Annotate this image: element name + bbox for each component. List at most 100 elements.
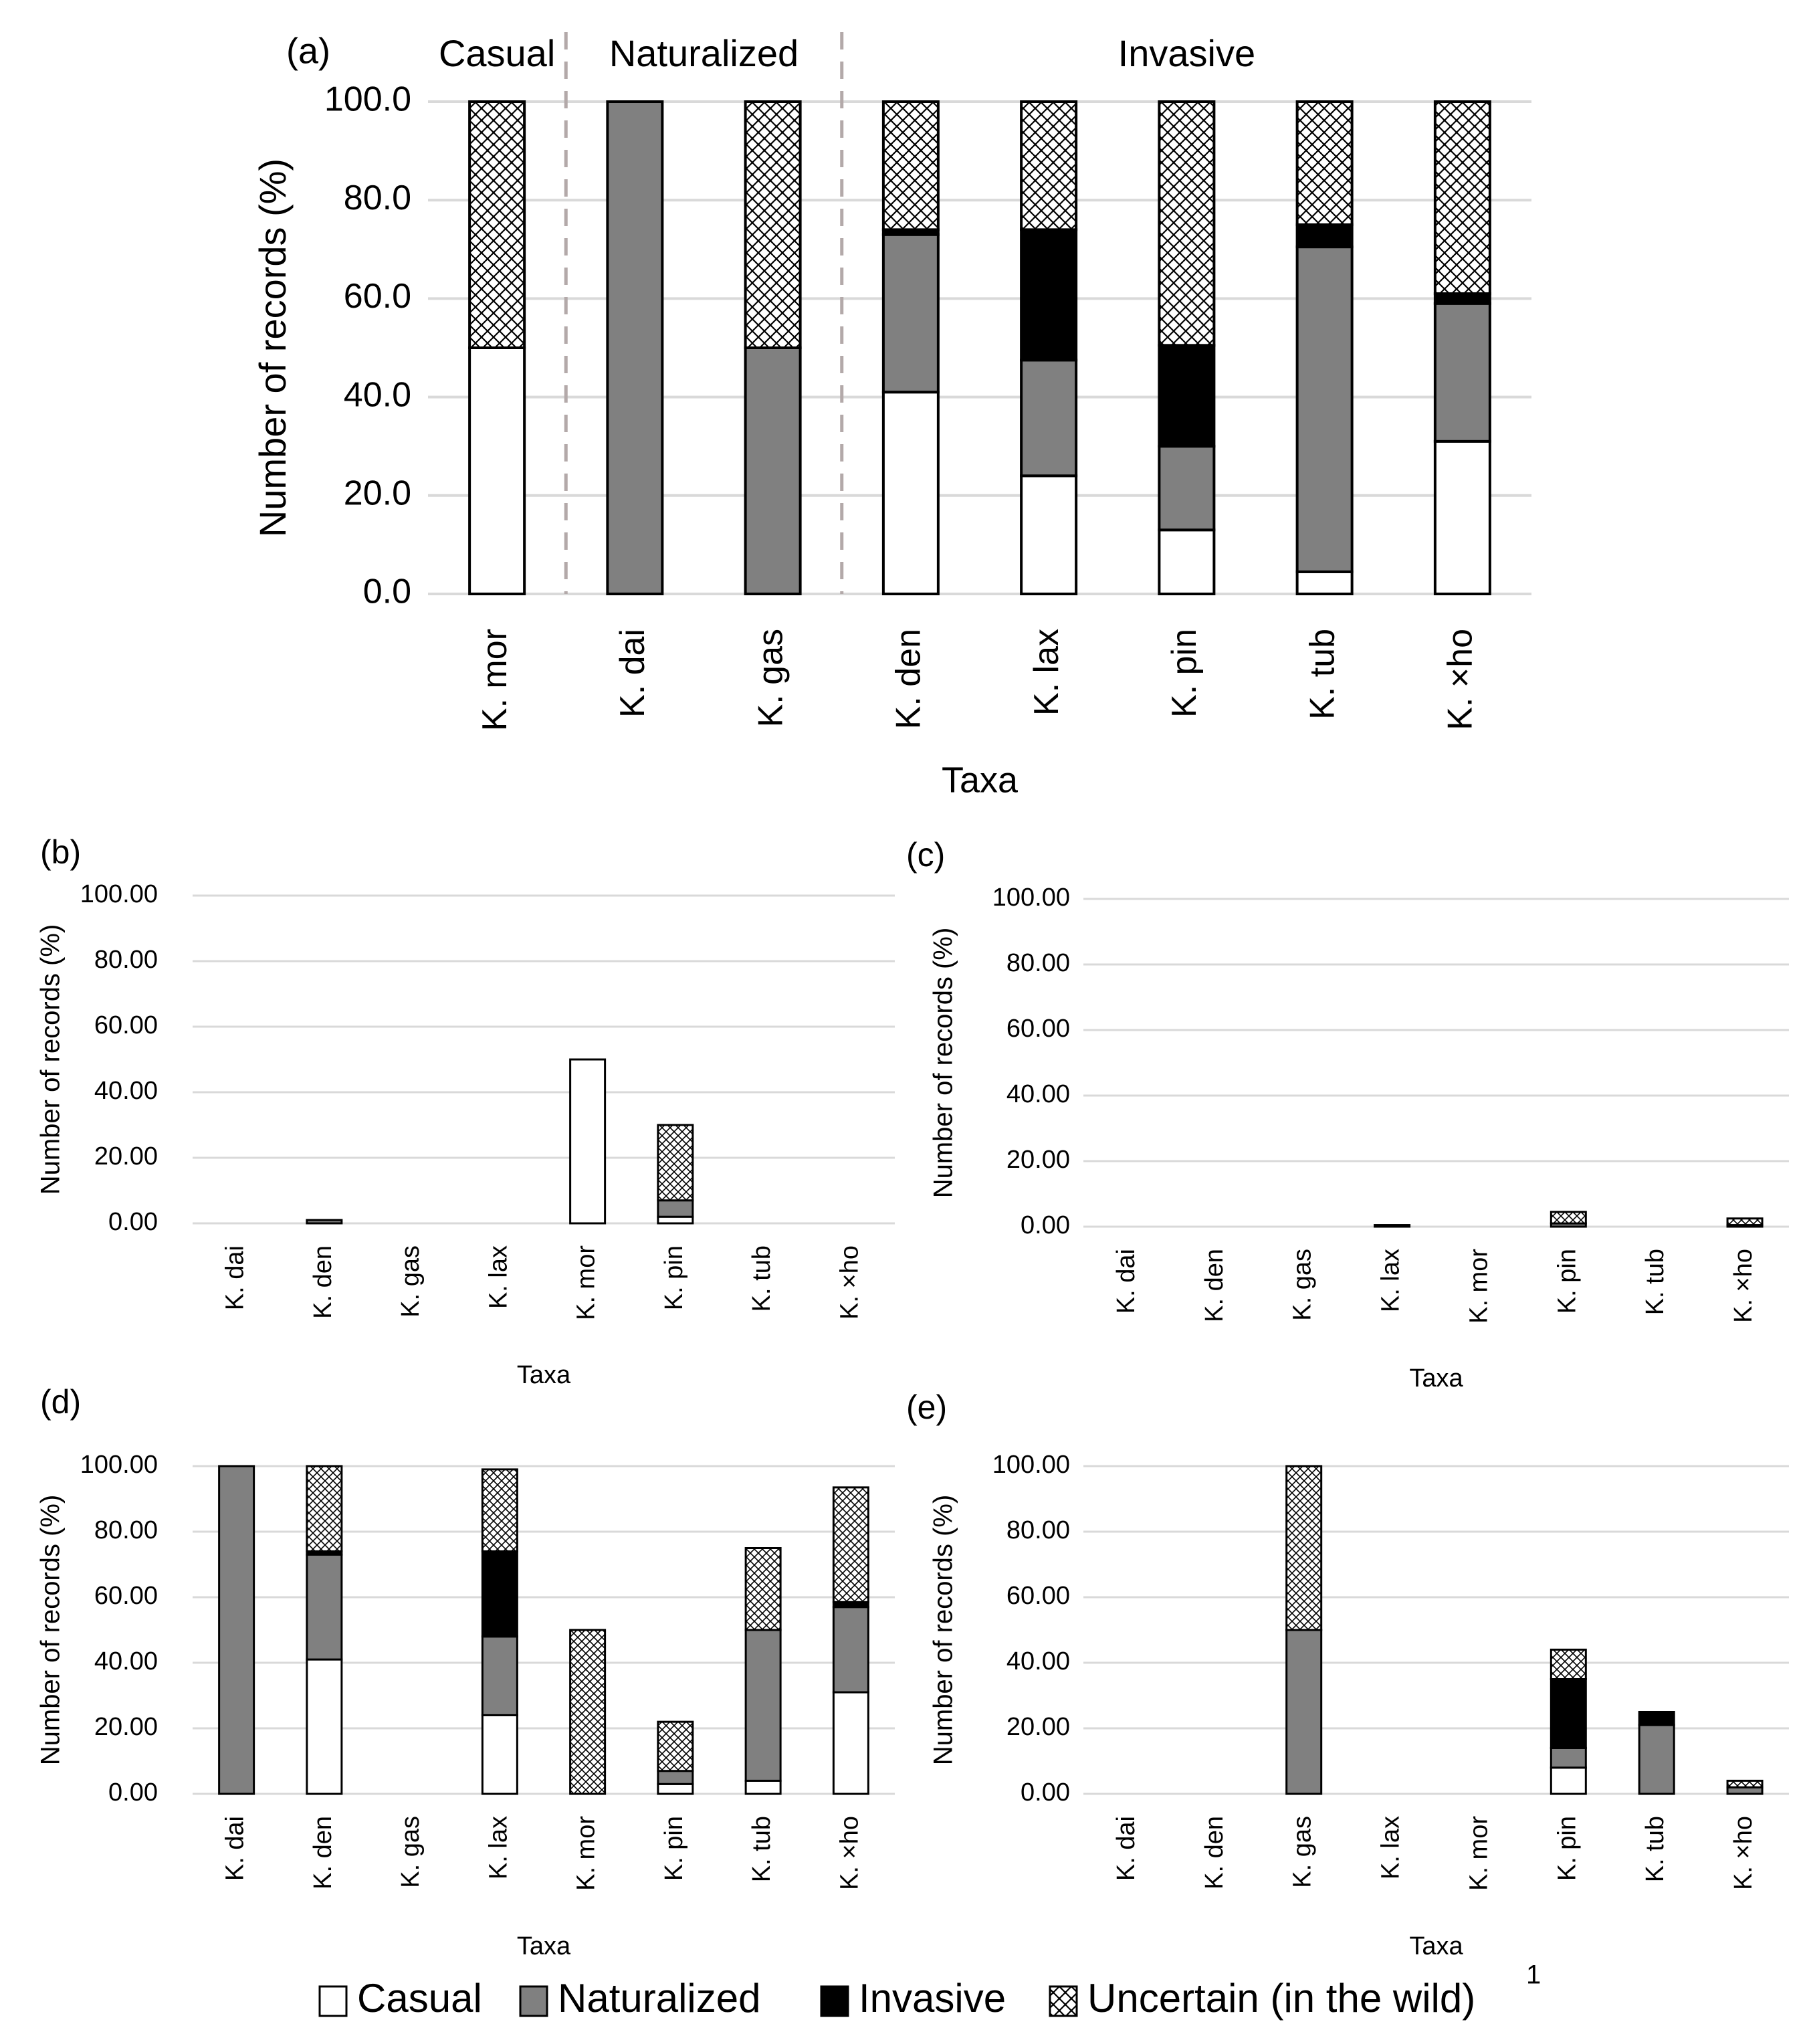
legend-label-casual: Casual [357, 1976, 482, 2021]
bar-naturalized [306, 1219, 343, 1225]
bar-uncertain [744, 100, 802, 349]
bar-casual [569, 1058, 607, 1225]
y-tick-label: 60.00 [1006, 1015, 1070, 1043]
y-tick-label: 20.00 [1006, 1146, 1070, 1174]
bar-uncertain [1726, 1779, 1764, 1788]
panel-label: (b) [40, 833, 81, 871]
x-tick-label: K. tub [1641, 1816, 1669, 1882]
bar-casual [306, 1658, 343, 1795]
x-tick-label: K. mor [572, 1816, 601, 1891]
y-tick-label: 80.00 [1006, 1516, 1070, 1544]
panel-label: (c) [906, 836, 945, 874]
y-tick-label: 80.00 [94, 946, 158, 974]
bar-uncertain [1285, 1465, 1323, 1631]
y-tick-label: 100.0 [324, 80, 411, 119]
bar-invasive [481, 1550, 518, 1638]
legend-swatch-uncertain [1049, 1985, 1078, 2017]
x-tick-label: K. den [309, 1816, 337, 1889]
x-tick-label: K. gas [397, 1816, 425, 1888]
bar-casual [481, 1714, 518, 1795]
x-tick-label: K. mor [1465, 1249, 1493, 1324]
x-tick-label: K. ×ho [835, 1245, 863, 1320]
bar-naturalized [881, 233, 940, 394]
y-tick-label: 100.00 [992, 1451, 1070, 1479]
panel-d: 0.00 20.00 40.00 60.00 80.00 100.00 K. dai K. d… [36, 1383, 895, 1960]
x-tick-label: K. den [1200, 1249, 1229, 1322]
y-tick-label: 80.00 [1006, 949, 1070, 977]
panel-a: 0.0 20.0 40.0 60.0 80.0 100.0 Casual Naturalize… [251, 31, 1531, 800]
y-tick-label: 20.00 [94, 1142, 158, 1170]
y-tick-label: 60.00 [94, 1582, 158, 1610]
legend-footnote-mark: 1 [1526, 1960, 1541, 1990]
bar-uncertain [1550, 1211, 1587, 1225]
bar-uncertain [569, 1629, 607, 1795]
bar-naturalized [606, 100, 664, 595]
bar-casual [1295, 570, 1354, 596]
x-tick-label: K. ×ho [835, 1816, 863, 1890]
legend-swatch-naturalized [519, 1985, 548, 2017]
y-tick-label: 0.00 [108, 1208, 158, 1236]
bar-naturalized [1020, 359, 1078, 478]
bar-invasive [1638, 1711, 1675, 1726]
legend-label-naturalized: Naturalized [558, 1976, 761, 2021]
x-axis-label: Taxa [942, 760, 1019, 800]
bar-invasive [1020, 228, 1078, 362]
y-tick-label: 100.00 [80, 880, 158, 908]
bar-uncertain [1158, 100, 1216, 347]
group-label: Invasive [1118, 32, 1255, 74]
panel-label: (d) [40, 1383, 81, 1421]
bar-naturalized [481, 1635, 518, 1716]
x-tick-label: K. gas [751, 629, 790, 727]
group-label: Casual [439, 32, 555, 74]
panel-c: 0.00 20.00 40.00 60.00 80.00 100.00 K. dai K. d… [906, 836, 1789, 1393]
bar-invasive [1295, 223, 1354, 249]
x-tick-label: K. lax [484, 1816, 512, 1879]
y-tick-label: 100.00 [80, 1451, 158, 1479]
x-tick-label: K. dai [221, 1245, 249, 1310]
bar-uncertain [1726, 1217, 1764, 1227]
x-tick-label: K. tub [748, 1816, 776, 1882]
y-axis-label: Number of records (%) [929, 928, 958, 1199]
x-tick-label: K. dai [613, 629, 652, 718]
x-axis-label: Taxa [1409, 1364, 1463, 1393]
x-tick-label: K. lax [1377, 1816, 1405, 1879]
y-tick-label: 80.0 [344, 179, 411, 217]
bar-uncertain [657, 1720, 694, 1772]
y-tick-label: 40.00 [94, 1647, 158, 1675]
bar-naturalized [306, 1553, 343, 1661]
bar-uncertain [832, 1486, 869, 1603]
bar-uncertain [468, 100, 526, 349]
bar-naturalized [1550, 1746, 1587, 1769]
bar-naturalized [657, 1770, 694, 1785]
bar-invasive [1158, 344, 1216, 448]
x-axis-label: Taxa [1409, 1932, 1463, 1960]
x-tick-label: K. den [889, 629, 928, 729]
y-axis-label: Number of records (%) [36, 924, 66, 1195]
bar-naturalized [1638, 1724, 1675, 1795]
bar-casual [1020, 474, 1078, 595]
x-tick-label: K. pin [1165, 629, 1204, 718]
bar-casual [1433, 439, 1491, 596]
bar-uncertain [1020, 100, 1078, 231]
x-tick-label: K. pin [660, 1245, 688, 1310]
x-tick-label: K. mor [1465, 1816, 1493, 1891]
y-tick-label: 60.00 [1006, 1582, 1070, 1610]
legend-label-uncertain: Uncertain (in the wild) [1087, 1976, 1475, 2021]
bar-naturalized [1158, 445, 1216, 532]
bar-casual [832, 1691, 869, 1795]
y-axis-label: Number of records (%) [251, 159, 294, 537]
bar-naturalized [1295, 245, 1354, 573]
x-axis-label: Taxa [517, 1361, 571, 1389]
bar-uncertain [744, 1547, 782, 1631]
bar-uncertain [1550, 1648, 1587, 1680]
x-tick-label: K. lax [484, 1245, 512, 1309]
bar-casual [1550, 1766, 1587, 1795]
y-tick-label: 40.0 [344, 375, 411, 414]
bar-uncertain [306, 1465, 343, 1552]
x-tick-label: K. dai [1112, 1249, 1140, 1314]
y-tick-label: 0.00 [1021, 1778, 1070, 1807]
x-tick-label: K. ×ho [1441, 629, 1480, 730]
legend: Casual Naturalized Invasive Uncertain (in t… [318, 1960, 1541, 2021]
bar-invasive [1550, 1678, 1587, 1749]
